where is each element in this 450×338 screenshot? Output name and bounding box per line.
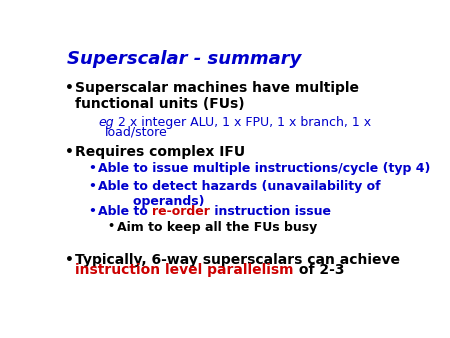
- Text: Able to: Able to: [98, 205, 153, 218]
- Text: •: •: [65, 81, 74, 95]
- Text: •: •: [88, 205, 96, 218]
- Text: eg: eg: [98, 116, 114, 129]
- Text: Typically, 6-way superscalars can achieve: Typically, 6-way superscalars can achiev…: [76, 253, 400, 267]
- Text: Able to issue multiple instructions/cycle (typ 4): Able to issue multiple instructions/cycl…: [98, 162, 431, 175]
- Text: of 2-3: of 2-3: [294, 263, 344, 277]
- Text: Superscalar - summary: Superscalar - summary: [67, 50, 301, 68]
- Text: re-order: re-order: [153, 205, 210, 218]
- Text: Able to detect hazards (unavailability of
        operands): Able to detect hazards (unavailability o…: [98, 180, 381, 208]
- Text: •: •: [88, 180, 96, 193]
- Text: •: •: [108, 221, 115, 231]
- Text: •: •: [65, 253, 74, 267]
- Text: Requires complex IFU: Requires complex IFU: [76, 145, 246, 159]
- Text: Superscalar machines have multiple
functional units (FUs): Superscalar machines have multiple funct…: [76, 81, 360, 111]
- Text: •: •: [65, 145, 74, 159]
- Text: •: •: [88, 162, 96, 175]
- Text: instruction level parallelism: instruction level parallelism: [76, 263, 294, 277]
- Text: instruction issue: instruction issue: [210, 205, 331, 218]
- Text: Aim to keep all the FUs busy: Aim to keep all the FUs busy: [117, 221, 318, 234]
- Text: 2 x integer ALU, 1 x FPU, 1 x branch, 1 x: 2 x integer ALU, 1 x FPU, 1 x branch, 1 …: [114, 116, 371, 129]
- Text: load/store: load/store: [105, 125, 168, 138]
